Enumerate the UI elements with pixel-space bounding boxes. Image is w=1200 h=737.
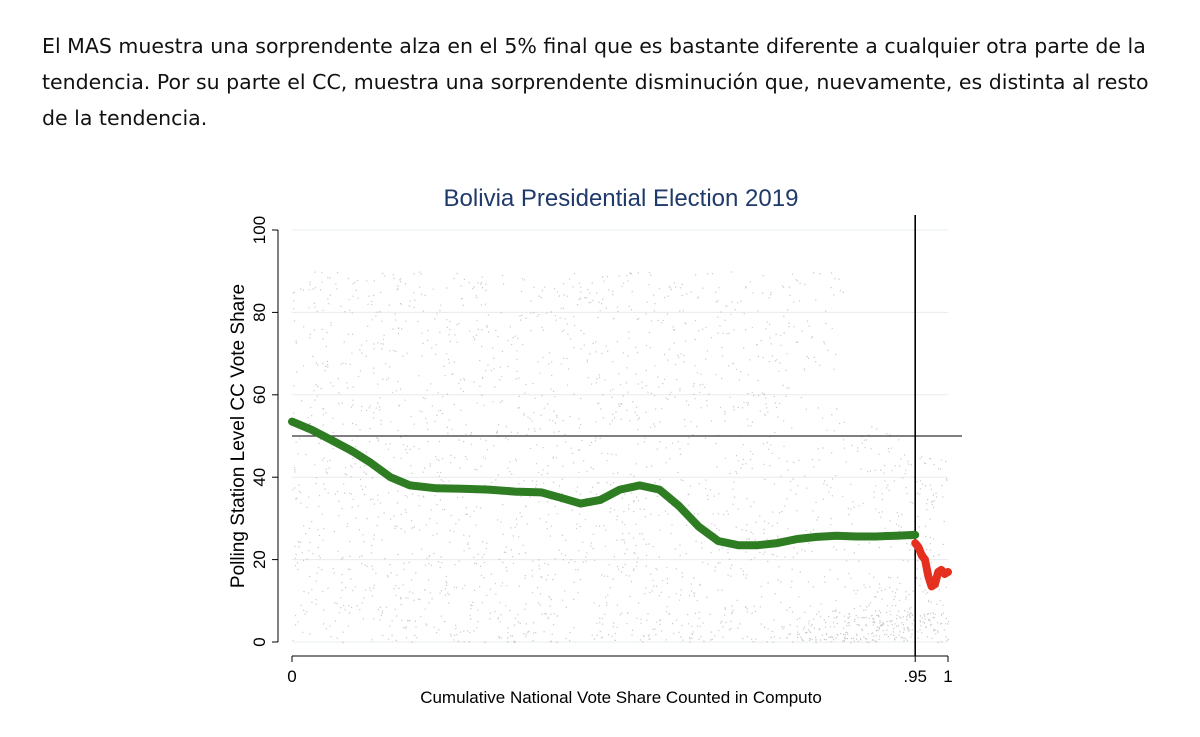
intro-paragraph: El MAS muestra una sorprendente alza en …	[42, 34, 1149, 130]
grid-lines	[292, 229, 948, 643]
y-tick-label-3: 60	[250, 385, 269, 404]
chart-figure: 0 20 40 60 80 100 0 .95 1 Bolivia Presidential E…	[200, 160, 985, 732]
y-tick-label-2: 40	[250, 468, 269, 487]
y-tick-label-1: 20	[250, 550, 269, 569]
scatter-cloud	[292, 271, 950, 644]
trend-line-main	[288, 417, 920, 550]
trend-line-final	[911, 539, 952, 591]
y-axis-label: Polling Station Level CC Vote Share	[228, 284, 249, 588]
x-axis-label: Cumulative National Vote Share Counted i…	[420, 688, 822, 707]
y-tick-label-0: 0	[250, 637, 269, 646]
x-tick-label-0: 0	[287, 667, 296, 686]
x-tick-label-2: 1	[943, 667, 952, 686]
scatter-points	[292, 271, 950, 644]
y-tick-label-5: 100	[250, 216, 269, 244]
chart-title: Bolivia Presidential Election 2019	[444, 185, 799, 212]
reference-lines	[292, 215, 962, 656]
chart-svg: 0 20 40 60 80 100 0 .95 1 Bolivia Presidential E…	[228, 185, 962, 707]
x-tick-label-1: .95	[903, 667, 927, 686]
axes: 0 20 40 60 80 100 0 .95 1	[250, 216, 953, 686]
trend-lines	[288, 417, 952, 591]
y-tick-label-4: 80	[250, 303, 269, 322]
